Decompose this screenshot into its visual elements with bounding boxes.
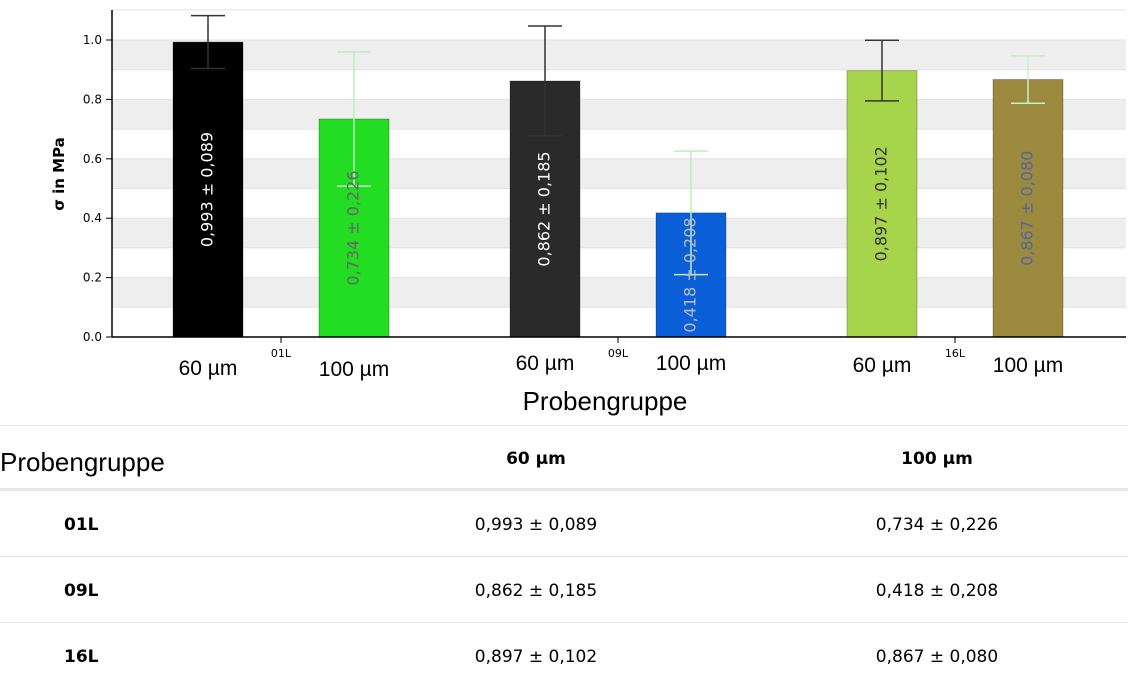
grid-band (112, 40, 1126, 70)
table-header-100um: 100 µm (901, 449, 973, 469)
cell-60um: 0,897 ± 0,102 (474, 647, 598, 667)
y-tick-label: 0.4 (83, 211, 102, 225)
data-label: 0,734 ± 0,226 (344, 170, 363, 285)
group-label: 16L (945, 347, 966, 360)
cell-60um: 0,862 ± 0,185 (474, 581, 598, 601)
data-label: 0,418 ± 0,208 (681, 217, 700, 332)
data-label: 0,862 ± 0,185 (535, 151, 554, 266)
category-label: 100 µm (993, 354, 1063, 377)
y-tick-label: 1.0 (83, 33, 102, 47)
bars: 0,993 ± 0,089 0,734 ± 0,226 0,862 ± 0,185 0… (172, 14, 1064, 338)
table-top-divider (0, 425, 1128, 426)
bar-chart: 0.0 0.2 0.4 0.6 0.8 1.0 0,993 ± 0,089 0,734 ± … (50, 9, 1126, 416)
grid-band (112, 99, 1126, 130)
grid-band (112, 277, 1126, 308)
y-tick-label: 0.0 (83, 330, 102, 344)
table-row: 01L 0,993 ± 0,089 0,734 ± 0,226 (0, 491, 1128, 557)
y-tick-label: 0.8 (83, 92, 102, 106)
group-label: 01L (271, 347, 292, 360)
cell-100um: 0,867 ± 0,080 (875, 647, 999, 667)
table-row: 09L 0,862 ± 0,185 0,418 ± 0,208 (0, 557, 1128, 623)
row-group-label: 01L (64, 515, 99, 535)
grid-band (112, 218, 1126, 248)
y-tick-label: 0.2 (83, 271, 102, 285)
x-axis: 01L 60 µm 100 µm 09L 60 µm 100 µm 16L 60 µm 100 … (112, 336, 1126, 381)
x-axis-label: Probengruppe (523, 386, 688, 416)
row-group-label: 16L (64, 647, 99, 667)
row-group-label: 09L (64, 581, 99, 601)
category-label: 100 µm (656, 352, 726, 375)
y-axis-label: σ in MPa (50, 137, 68, 211)
category-label: 60 µm (853, 354, 912, 377)
data-label: 0,897 ± 0,102 (872, 146, 891, 261)
table-header-divider (0, 488, 1128, 491)
cell-100um: 0,418 ± 0,208 (875, 581, 999, 601)
grid-band (112, 158, 1126, 189)
grid-bands (112, 9, 1126, 338)
bar (846, 70, 918, 338)
category-label: 60 µm (179, 357, 238, 380)
table-header-60um: 60 µm (506, 449, 566, 469)
cell-60um: 0,993 ± 0,089 (474, 515, 598, 535)
y-axis: 0.0 0.2 0.4 0.6 0.8 1.0 (83, 10, 113, 344)
table-header-label: Probengruppe (0, 447, 165, 477)
row-divider (0, 556, 1128, 557)
cell-100um: 0,734 ± 0,226 (875, 515, 999, 535)
row-divider (0, 622, 1128, 623)
category-label: 100 µm (319, 358, 389, 381)
data-label: 0,993 ± 0,089 (198, 132, 217, 247)
group-label: 09L (608, 347, 629, 360)
data-label: 0,867 ± 0,080 (1018, 151, 1037, 266)
category-label: 60 µm (516, 352, 575, 375)
y-tick-label: 0.6 (83, 152, 102, 166)
table-row: 16L 0,897 ± 0,102 0,867 ± 0,080 (0, 623, 1128, 689)
